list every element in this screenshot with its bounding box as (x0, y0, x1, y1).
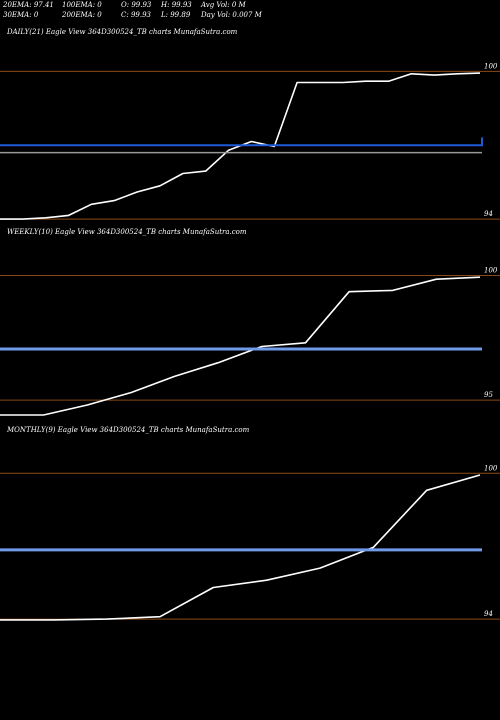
daily-ema-line (0, 137, 483, 147)
monthly-price-line (0, 474, 481, 621)
high-label: H: 99.93 (161, 1, 192, 9)
ema30-label: 30EMA: 0 (3, 11, 39, 19)
day-vol-label: Day Vol: 0.007 M (201, 11, 262, 19)
monthly-ytick-label-100: 100 (484, 464, 498, 472)
monthly-ytick-label-94: 94 (484, 610, 493, 618)
monthly-chart: MONTHLY(9) Eagle View 364D300524_TB char… (0, 426, 500, 621)
weekly-ytick-label-100: 100 (484, 266, 498, 274)
low-label: L: 99.89 (161, 11, 191, 19)
weekly-chart-title: WEEKLY(10) Eagle View 364D300524_TB char… (7, 228, 247, 236)
ema20-label: 20EMA: 97.41 (3, 1, 54, 9)
weekly-ytick-label-95: 95 (484, 391, 493, 399)
weekly-price-line (0, 276, 481, 416)
daily-ytick-label-94: 94 (484, 210, 493, 218)
daily-chart-title: DAILY(21) Eagle View 364D300524_TB chart… (6, 28, 238, 36)
avg-vol-label: Avg Vol: 0 M (201, 1, 246, 9)
daily-ytick-label-100: 100 (484, 62, 498, 70)
weekly-chart: WEEKLY(10) Eagle View 364D300524_TB char… (0, 228, 500, 416)
daily-chart: DAILY(21) Eagle View 364D300524_TB chart… (0, 28, 500, 220)
ema200-label: 200EMA: 0 (62, 11, 102, 19)
monthly-chart-title: MONTHLY(9) Eagle View 364D300524_TB char… (6, 426, 250, 434)
close-label: C: 99.93 (121, 11, 151, 19)
ema100-label: 100EMA: 0 (62, 1, 102, 9)
open-label: O: 99.93 (121, 1, 152, 9)
